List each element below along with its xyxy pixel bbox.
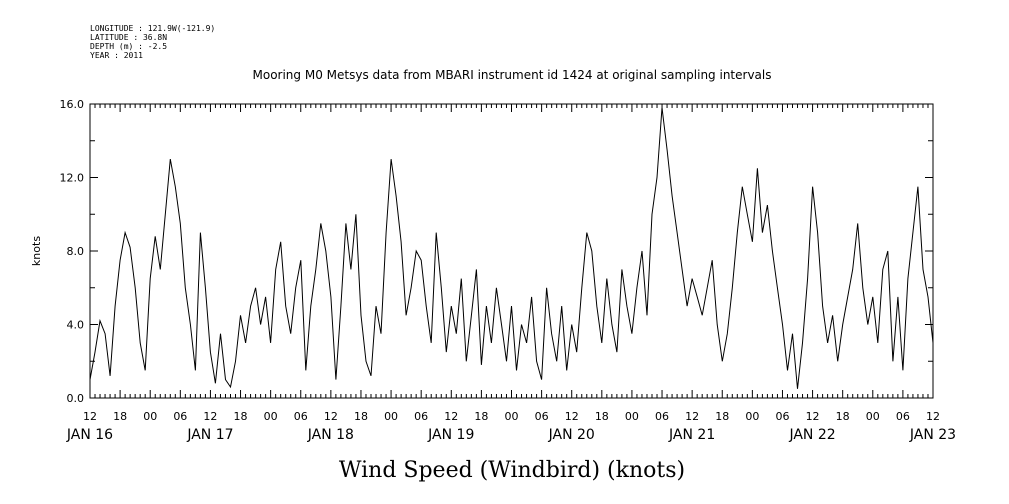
wind-speed-series-line: [89, 107, 934, 389]
x-hour-tick-label: 00: [625, 410, 639, 423]
x-day-label: JAN 23: [909, 427, 956, 443]
x-hour-tick-label: 12: [83, 410, 97, 423]
x-hour-tick-label: 06: [173, 410, 187, 423]
y-axis: 0.0 4.0 8.0 12.0 16.0: [60, 98, 933, 405]
x-hour-tick-label: 12: [324, 410, 338, 423]
x-hour-tick-label: 18: [595, 410, 609, 423]
longitude-label: LONGITUDE : 121.9W(-121.9): [90, 24, 215, 33]
depth-label: DEPTH (m) : -2.5: [90, 42, 167, 51]
y-tick-label: 16.0: [60, 98, 85, 111]
x-hour-tick-label: 12: [203, 410, 217, 423]
y-tick-label: 0.0: [67, 392, 85, 405]
x-hour-tick-label: 18: [474, 410, 488, 423]
x-hour-tick-label: 06: [294, 410, 308, 423]
x-hour-tick-label: 00: [505, 410, 519, 423]
x-day-label: JAN 21: [668, 427, 715, 443]
x-day-label: JAN 20: [548, 427, 595, 443]
x-hour-tick-label: 12: [926, 410, 940, 423]
x-hour-tick-label: 18: [715, 410, 729, 423]
x-hour-tick-label: 12: [444, 410, 458, 423]
x-hour-tick-label: 12: [565, 410, 579, 423]
x-day-label: JAN 18: [307, 427, 354, 443]
plot-frame: [89, 103, 934, 399]
latitude-label: LATITUDE : 36.8N: [90, 33, 167, 42]
x-hour-tick-label: 18: [234, 410, 248, 423]
x-hour-tick-label: 06: [655, 410, 669, 423]
x-day-label: JAN 22: [788, 427, 835, 443]
x-hour-tick-label: 06: [414, 410, 428, 423]
x-hour-tick-label: 06: [535, 410, 549, 423]
y-axis-label: knots: [30, 236, 43, 266]
chart-title: Mooring M0 Metsys data from MBARI instru…: [253, 68, 772, 82]
y-tick-label: 8.0: [67, 245, 85, 258]
x-hour-tick-label: 18: [836, 410, 850, 423]
x-day-label: JAN 16: [66, 427, 113, 443]
x-hour-tick-label: 06: [775, 410, 789, 423]
y-tick-label: 12.0: [60, 172, 85, 185]
x-hour-tick-label: 00: [264, 410, 278, 423]
x-axis: 12 18 00 06 12 18 00 06 12 18 00 06 12 18 00 06 12 18 00 06…: [66, 104, 956, 443]
x-hour-tick-label: 06: [896, 410, 910, 423]
x-hour-tick-label: 00: [143, 410, 157, 423]
x-axis-title: Wind Speed (Windbird) (knots): [339, 458, 685, 483]
x-hour-tick-label: 00: [745, 410, 759, 423]
y-tick-label: 4.0: [67, 319, 85, 332]
x-hour-tick-label: 18: [113, 410, 127, 423]
x-hour-tick-label: 18: [354, 410, 368, 423]
x-day-label: JAN 17: [186, 427, 233, 443]
x-hour-tick-label: 12: [685, 410, 699, 423]
year-label: YEAR : 2011: [90, 51, 143, 60]
x-hour-tick-label: 00: [866, 410, 880, 423]
x-hour-tick-label: 00: [384, 410, 398, 423]
x-hour-tick-label: 12: [806, 410, 820, 423]
x-day-label: JAN 19: [427, 427, 474, 443]
